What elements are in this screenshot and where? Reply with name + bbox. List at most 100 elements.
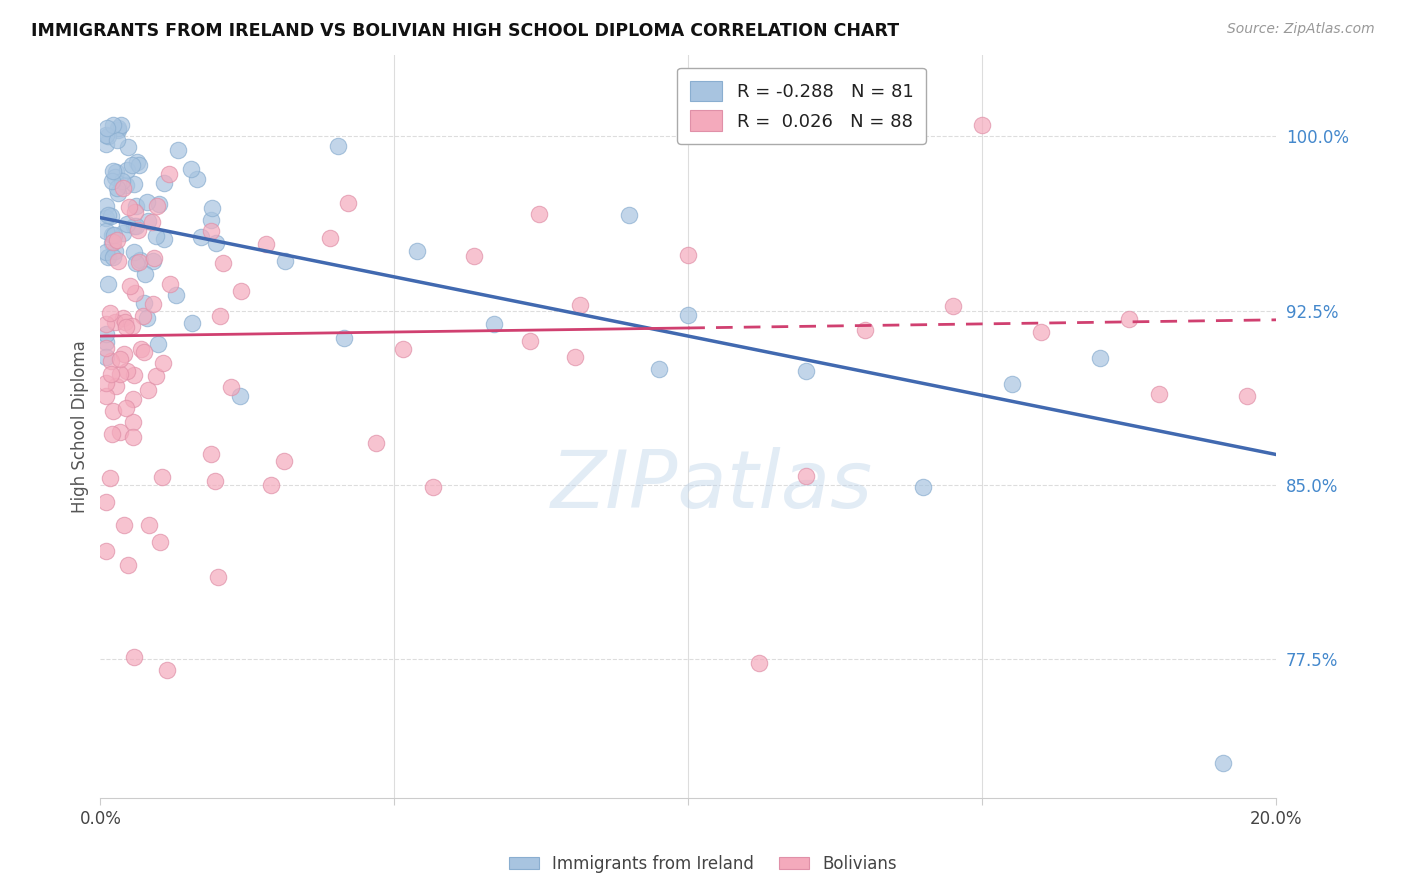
Point [128,252,150,267]
Point [142,251,165,265]
Point [1147,387,1170,401]
Point [98,306,121,320]
Point [96,335,118,350]
Point [100,367,122,381]
Point [117,558,139,573]
Point [912,480,935,494]
Point [115,178,138,192]
Point [108,367,131,381]
Point [96,389,118,403]
Point [153,176,176,190]
Point [942,299,965,313]
Point [157,167,180,181]
Point [205,235,228,250]
Point [114,315,136,329]
Point [972,118,994,132]
Point [132,310,155,324]
Point [406,244,429,258]
Point [159,277,181,291]
Point [201,201,224,215]
Point [141,297,163,311]
Point [124,204,146,219]
Point [100,471,122,485]
Point [104,379,127,393]
Point [138,517,160,532]
Point [122,392,145,406]
Point [128,158,150,172]
Point [676,308,699,322]
Point [165,287,187,301]
Point [96,544,118,558]
Point [115,401,138,416]
Point [125,256,148,270]
Point [101,174,124,188]
Point [190,230,212,244]
Point [150,470,173,484]
Point [200,447,222,461]
Point [125,199,148,213]
Point [103,164,125,178]
Point [122,177,145,191]
Point [97,277,120,291]
Point [212,256,235,270]
Point [97,129,120,144]
Point [748,657,770,671]
Point [117,364,139,378]
Point [148,196,170,211]
Point [135,195,157,210]
Point [97,208,120,222]
Point [115,163,138,178]
Point [120,279,142,293]
Point [141,215,163,229]
Point [1029,325,1052,339]
Legend: R = -0.288   N = 81, R =  0.026   N = 88: R = -0.288 N = 81, R = 0.026 N = 88 [678,68,927,144]
Point [1212,756,1234,771]
Point [111,173,134,187]
Point [110,425,132,440]
Point [132,345,155,359]
Point [104,244,127,259]
Point [1000,377,1022,392]
Point [96,128,118,142]
Point [96,376,118,391]
Point [229,389,252,403]
Point [105,181,128,195]
Point [152,356,174,370]
Point [1118,312,1140,326]
Point [127,154,149,169]
Point [1088,351,1111,366]
Point [180,316,202,330]
Point [96,137,118,152]
Point [152,232,174,246]
Point [105,232,128,246]
Point [676,248,699,262]
Point [219,380,242,394]
Point [107,254,129,268]
Point [569,298,592,312]
Point [166,143,188,157]
Point [149,534,172,549]
Point [124,368,146,382]
Point [146,199,169,213]
Point [336,195,359,210]
Point [422,480,444,494]
Point [105,165,128,179]
Point [103,250,125,264]
Point [125,219,148,234]
Point [482,317,505,331]
Point [101,235,124,250]
Point [564,350,586,364]
Point [333,331,356,345]
Point [111,311,134,326]
Point [328,139,350,153]
Point [97,251,120,265]
Point [274,253,297,268]
Point [104,170,127,185]
Point [527,207,550,221]
Text: ZIPatlas: ZIPatlas [551,447,873,525]
Point [96,224,118,238]
Point [853,322,876,336]
Point [112,518,135,533]
Point [260,478,283,492]
Point [117,140,139,154]
